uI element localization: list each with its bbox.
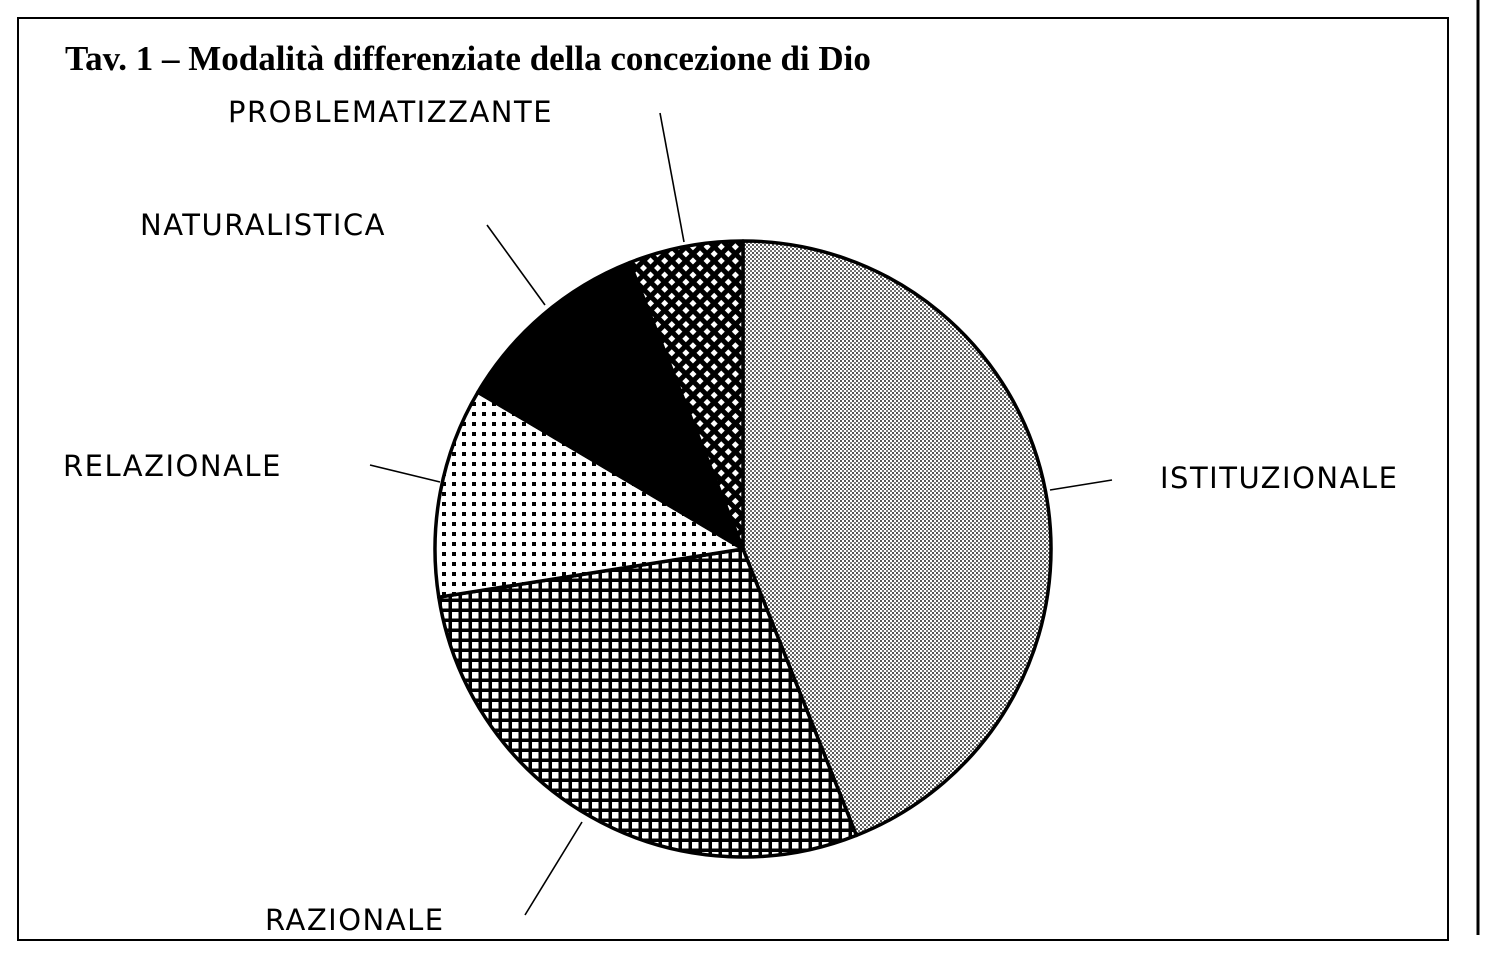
pie-slice xyxy=(476,260,745,551)
labels: ISTITUZIONALE RAZIONALE RELAZIONALE NATURAL… xyxy=(63,95,1398,937)
frame xyxy=(17,17,1449,941)
leader-line xyxy=(486,224,546,306)
leader-line xyxy=(524,821,583,916)
pie-slice xyxy=(433,390,745,599)
pie xyxy=(433,239,1053,859)
slice-label: PROBLEMATIZZANTE xyxy=(228,95,553,129)
leader-line xyxy=(659,112,685,243)
leader-line xyxy=(369,464,441,483)
pie-slice xyxy=(741,239,1053,838)
pie-slice xyxy=(627,239,745,551)
slice-label: RAZIONALE xyxy=(265,903,445,937)
slice-label: NATURALISTICA xyxy=(140,208,386,242)
slice-label: RELAZIONALE xyxy=(63,449,282,483)
slice-label: ISTITUZIONALE xyxy=(1160,461,1398,495)
chart-title: Tav. 1 – Modalità differenziate della co… xyxy=(65,39,871,78)
pie-slice xyxy=(437,547,859,859)
leader-line xyxy=(1049,479,1113,491)
